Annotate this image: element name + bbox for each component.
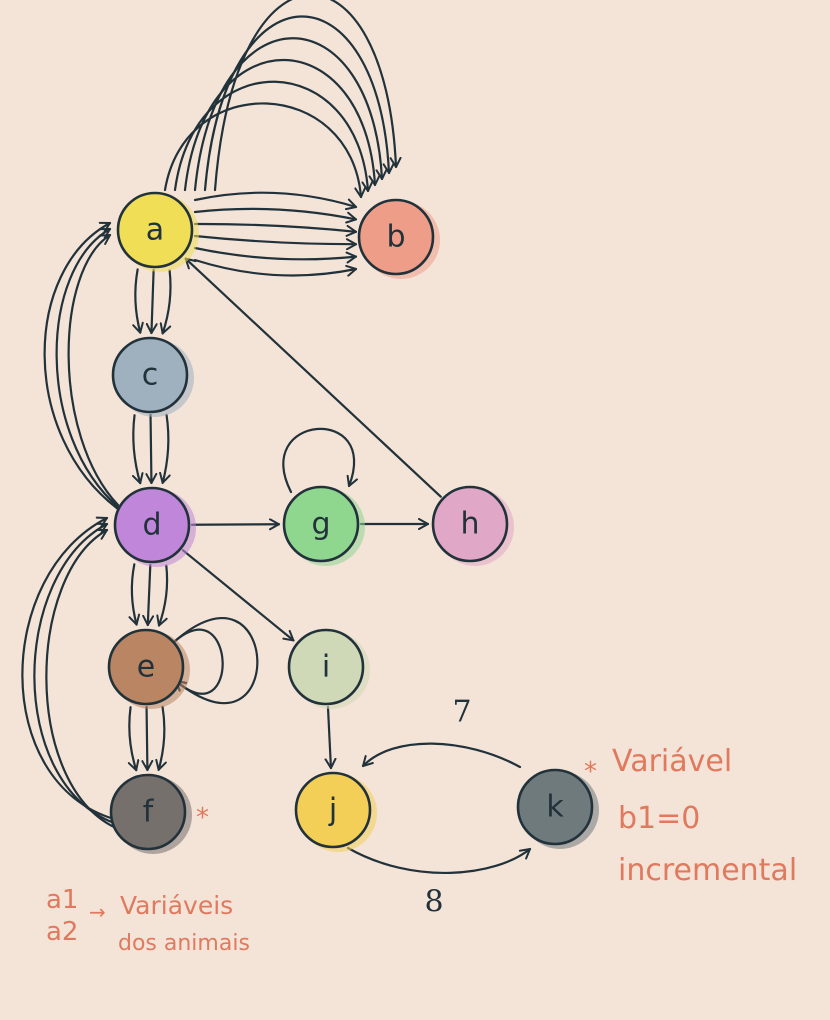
edge-e-f [155,705,167,771]
node-j-circle [294,771,372,849]
edge-b-a [213,0,402,192]
node-c: c [111,336,194,417]
vars-text-line2: dos animais [118,931,250,956]
edge-a-b [193,246,358,264]
edge-a-c [132,268,144,334]
edge-a-b [193,234,358,251]
node-a-label: a [146,213,164,248]
nodes-layer: a b c d e f g h i j k [107,191,599,854]
edge-c-d [131,414,144,485]
node-g-label: g [311,507,330,542]
k-note-line1: Variável [612,744,732,779]
node-c-circle [111,336,189,414]
node-d: d [113,486,196,567]
edge-c-d [159,413,171,484]
edge-e-e [172,617,259,705]
node-e-circle [107,628,185,706]
edge-a-b [193,207,358,224]
node-i-label: i [322,650,330,685]
node-h-label: h [460,507,479,542]
edge-i-j [324,705,337,770]
edge-e-e [172,628,224,695]
edge-c-d [145,413,158,485]
edge-b-a [203,15,395,192]
node-e: e [107,628,190,709]
edge-b-a [183,59,381,192]
edge-f-d [33,522,116,825]
edge-d-e [142,563,155,627]
node-b-label: b [386,220,405,255]
node-f-circle [109,773,187,851]
edge-k-j [361,742,522,769]
edge-f-d [21,516,116,821]
node-k-label: k [546,790,564,825]
edge-e-f [127,706,140,772]
node-a-circle [116,191,194,269]
node-b: b [357,198,440,279]
vars-line1: a1 [46,885,78,915]
node-d-circle [113,486,191,564]
node-j-label: j [328,793,337,828]
node-f-star: * [196,803,209,833]
edge-d-a [43,221,120,511]
edge-weight-k-j: 7 [452,695,471,730]
node-k-circle [516,768,594,846]
node-i: i [287,628,370,709]
vars-arrow-icon: → [89,900,106,924]
edge-e-f [141,705,154,772]
edge-a-c [159,269,172,335]
node-j: j [294,771,377,852]
edges-layer [21,0,532,875]
node-c-label: c [142,358,159,393]
edge-h-a [184,257,442,498]
node-h: h [431,485,514,566]
node-h-circle [431,485,509,563]
edge-a-b [193,191,358,211]
node-g: g [282,485,365,566]
edge-a-b [193,222,358,237]
vars-text-line1: Variáveis [120,891,233,920]
vars-line2: a2 [46,917,78,947]
node-b-circle [357,198,435,276]
edge-d-a [55,227,120,509]
node-d-label: d [142,508,161,543]
edge-b-a [193,37,388,192]
edge-b-a [163,102,367,199]
k-note-line3: incremental [618,853,797,888]
edge-a-b [193,258,358,277]
edge-d-e [156,564,169,627]
edge-d-e [128,563,141,626]
node-e-label: e [137,650,155,685]
node-f: f [109,773,192,854]
edge-d-a [67,233,120,507]
node-f-label: f [143,795,155,830]
k-note-line2: b1=0 [618,801,700,836]
node-k-star: * [584,757,597,787]
edge-a-c [145,268,158,335]
edge-g-g [282,427,358,494]
edge-b-a [173,80,374,193]
edge-d-g [190,518,281,531]
node-g-circle [282,485,360,563]
node-a: a [116,191,199,272]
node-k: k [516,768,599,849]
edge-j-k [346,846,532,875]
node-i-circle [287,628,365,706]
edge-d-i [181,549,295,642]
edge-f-d [45,528,116,829]
edge-weight-j-k: 8 [424,885,443,920]
